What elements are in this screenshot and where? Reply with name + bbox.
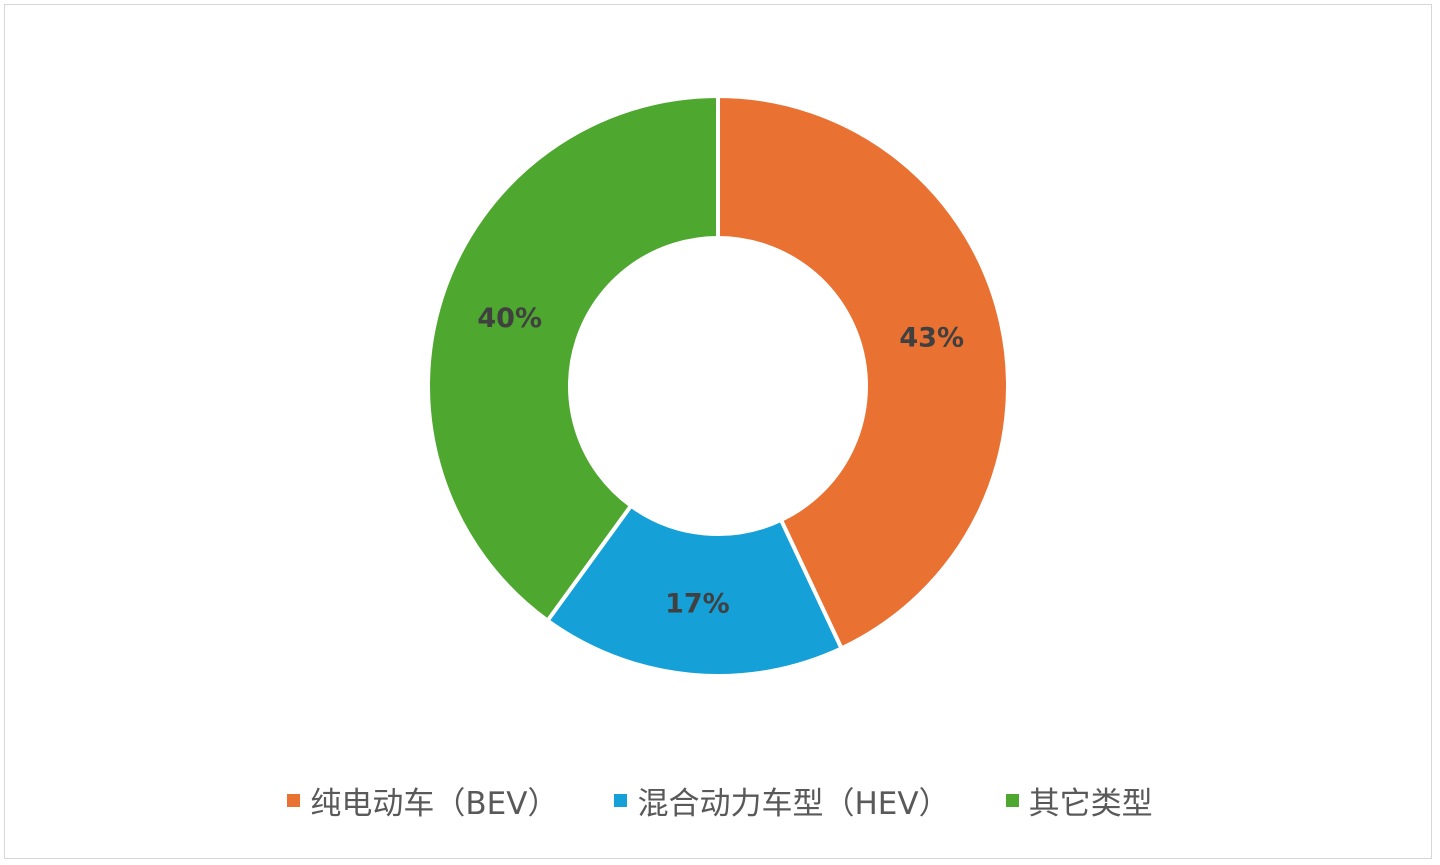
data-label-hev: 17%: [665, 589, 730, 620]
legend-label-other: 其它类型: [1028, 785, 1153, 822]
legend-swatch-hev: [614, 793, 628, 807]
legend-swatch-other: [1005, 793, 1019, 807]
legend-label-bev: 纯电动车（BEV）: [310, 785, 559, 822]
data-label-other: 40%: [477, 303, 542, 334]
legend-swatch-bev: [287, 793, 301, 807]
data-label-bev: 43%: [899, 323, 964, 354]
labels-group: 43% 17% 40%: [477, 303, 964, 620]
legend-item-hev: 混合动力车型（HEV）: [614, 778, 950, 823]
legend-item-bev: 纯电动车（BEV）: [287, 778, 558, 823]
slices-group: [426, 93, 1010, 678]
legend-item-other: 其它类型: [1005, 778, 1153, 823]
legend: 纯电动车（BEV） 混合动力车型（HEV） 其它类型: [0, 774, 1440, 826]
legend-label-hev: 混合动力车型（HEV）: [637, 785, 950, 822]
slice-hev: [544, 502, 845, 678]
slice-other: [426, 93, 720, 624]
slice-bev: [716, 93, 1010, 652]
